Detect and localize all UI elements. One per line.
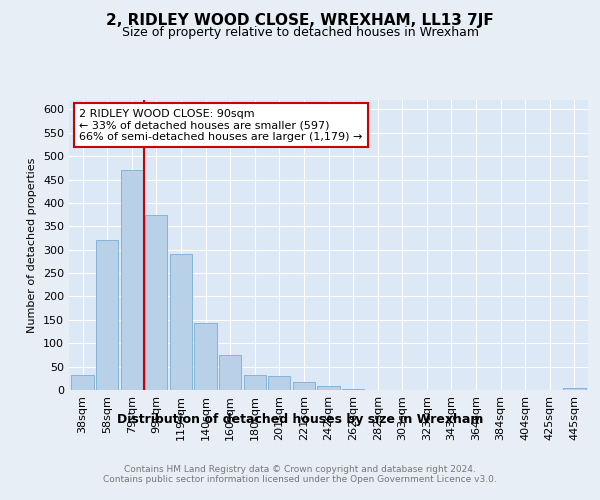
Y-axis label: Number of detached properties: Number of detached properties	[28, 158, 37, 332]
Bar	[317, 386, 340, 390]
Bar	[244, 374, 266, 390]
Bar	[342, 389, 364, 390]
Bar	[219, 355, 241, 390]
Bar	[563, 388, 586, 390]
Text: Contains HM Land Registry data © Crown copyright and database right 2024.
Contai: Contains HM Land Registry data © Crown c…	[103, 465, 497, 484]
Bar	[121, 170, 143, 390]
Text: Size of property relative to detached houses in Wrexham: Size of property relative to detached ho…	[121, 26, 479, 39]
Bar	[96, 240, 118, 390]
Bar	[71, 375, 94, 390]
Text: 2 RIDLEY WOOD CLOSE: 90sqm
← 33% of detached houses are smaller (597)
66% of sem: 2 RIDLEY WOOD CLOSE: 90sqm ← 33% of deta…	[79, 108, 363, 142]
Bar	[268, 376, 290, 390]
Bar	[194, 323, 217, 390]
Bar	[145, 214, 167, 390]
Text: Distribution of detached houses by size in Wrexham: Distribution of detached houses by size …	[117, 412, 483, 426]
Bar	[170, 254, 192, 390]
Text: 2, RIDLEY WOOD CLOSE, WREXHAM, LL13 7JF: 2, RIDLEY WOOD CLOSE, WREXHAM, LL13 7JF	[106, 12, 494, 28]
Bar	[293, 382, 315, 390]
